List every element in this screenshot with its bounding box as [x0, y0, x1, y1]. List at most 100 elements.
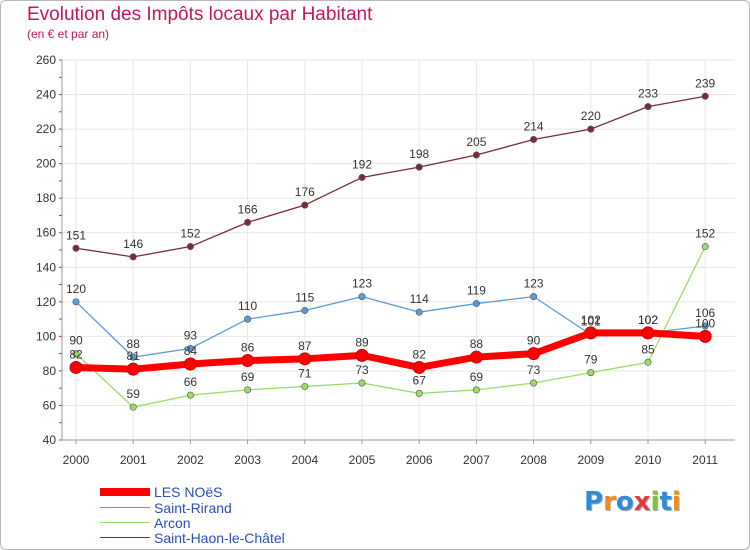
- data-point: [186, 243, 194, 251]
- data-point: [530, 293, 538, 301]
- x-tick-label: 2002: [177, 453, 204, 467]
- data-point: [72, 298, 80, 306]
- data-point: [244, 218, 252, 226]
- data-point: [469, 350, 483, 364]
- data-label: 123: [524, 277, 544, 291]
- data-label: 233: [638, 87, 658, 101]
- data-label: 101: [581, 315, 601, 329]
- data-label: 176: [295, 185, 315, 199]
- data-label: 120: [66, 282, 86, 296]
- y-tick-label: 160: [36, 226, 56, 240]
- data-label: 87: [298, 339, 312, 353]
- data-point: [129, 403, 137, 411]
- data-label: 73: [355, 363, 369, 377]
- x-tick-label: 2005: [349, 453, 376, 467]
- data-label: 69: [241, 370, 255, 384]
- series-line-3: [75, 95, 706, 258]
- series-line-2: [75, 245, 706, 408]
- series-line-0: [72, 329, 709, 373]
- data-point: [72, 244, 80, 252]
- data-point: [701, 322, 709, 330]
- data-point: [587, 125, 595, 133]
- data-point: [415, 308, 423, 316]
- data-point: [472, 151, 480, 159]
- logo-letter: i: [650, 487, 660, 517]
- data-label: 66: [184, 375, 198, 389]
- series-line-1: [75, 295, 706, 358]
- data-label: 88: [470, 337, 484, 351]
- data-label: 102: [638, 313, 658, 327]
- data-label: 67: [413, 373, 427, 387]
- data-label: 88: [127, 337, 141, 351]
- data-point: [72, 350, 80, 358]
- proxiti-logo: Proxiti: [584, 487, 681, 517]
- data-point: [241, 354, 255, 368]
- y-tick-label: 240: [36, 88, 56, 102]
- data-label: 151: [66, 228, 86, 242]
- x-tick-label: 2010: [635, 453, 662, 467]
- y-tick-label: 220: [36, 122, 56, 136]
- data-label: 110: [238, 299, 257, 313]
- y-tick-label: 180: [36, 191, 56, 205]
- data-point: [358, 293, 366, 301]
- data-point: [412, 360, 426, 374]
- legend-label-les-noes: LES NOëS: [154, 484, 223, 500]
- data-label: 123: [352, 277, 372, 291]
- data-label: 205: [466, 135, 486, 149]
- data-point: [584, 326, 598, 340]
- legend-swatch-les-noes: [100, 488, 150, 496]
- y-tick-label: 260: [36, 53, 56, 67]
- data-label: 152: [180, 227, 200, 241]
- data-point: [244, 386, 252, 394]
- y-tick-label: 100: [36, 329, 56, 343]
- data-point: [355, 348, 369, 362]
- data-label: 198: [409, 147, 429, 161]
- logo-letter: r: [603, 487, 616, 517]
- data-label: 84: [184, 344, 198, 358]
- x-tick-label: 2000: [63, 453, 90, 467]
- data-point: [530, 135, 538, 143]
- data-point: [301, 201, 309, 209]
- y-tick-label: 200: [36, 157, 56, 171]
- data-label: 82: [413, 347, 427, 361]
- data-label: 239: [695, 76, 715, 90]
- data-label: 114: [410, 292, 429, 306]
- data-point: [530, 379, 538, 387]
- legend-label-saint-haon: Saint-Haon-le-Châtel: [154, 530, 285, 546]
- data-label: 102: [581, 313, 601, 327]
- data-label: 71: [298, 366, 312, 380]
- x-tick-label: 2003: [234, 453, 261, 467]
- data-label: 81: [127, 349, 141, 363]
- legend-label-saint-rirand: Saint-Rirand: [154, 500, 232, 516]
- legend-swatch-saint-haon: [100, 537, 150, 538]
- legend-label-arcon: Arcon: [154, 515, 191, 531]
- data-point: [358, 173, 366, 181]
- data-point: [69, 360, 83, 374]
- legend-swatch-saint-rirand: [100, 507, 150, 508]
- data-label: 115: [295, 290, 314, 304]
- data-point: [186, 391, 194, 399]
- y-tick-label: 60: [43, 398, 57, 412]
- data-label: 100: [695, 316, 715, 330]
- data-label: 89: [355, 335, 369, 349]
- data-label: 119: [467, 284, 486, 298]
- data-label: 166: [238, 202, 258, 216]
- data-label: 106: [695, 306, 715, 320]
- data-point: [472, 300, 480, 308]
- x-tick-label: 2008: [520, 453, 547, 467]
- data-point: [415, 163, 423, 171]
- legend-swatch-arcon: [100, 522, 150, 523]
- data-label: 90: [527, 334, 541, 348]
- y-tick-label: 40: [43, 433, 57, 447]
- data-point: [183, 357, 197, 371]
- data-label: 82: [69, 347, 83, 361]
- data-point: [244, 315, 252, 323]
- data-label: 69: [470, 370, 484, 384]
- data-label: 73: [527, 363, 541, 377]
- data-label: 90: [69, 334, 83, 348]
- logo-letter: o: [615, 487, 634, 517]
- logo-letter: t: [659, 487, 672, 517]
- data-label: 192: [352, 157, 372, 171]
- data-label: 220: [581, 109, 601, 123]
- data-label: 146: [123, 237, 143, 251]
